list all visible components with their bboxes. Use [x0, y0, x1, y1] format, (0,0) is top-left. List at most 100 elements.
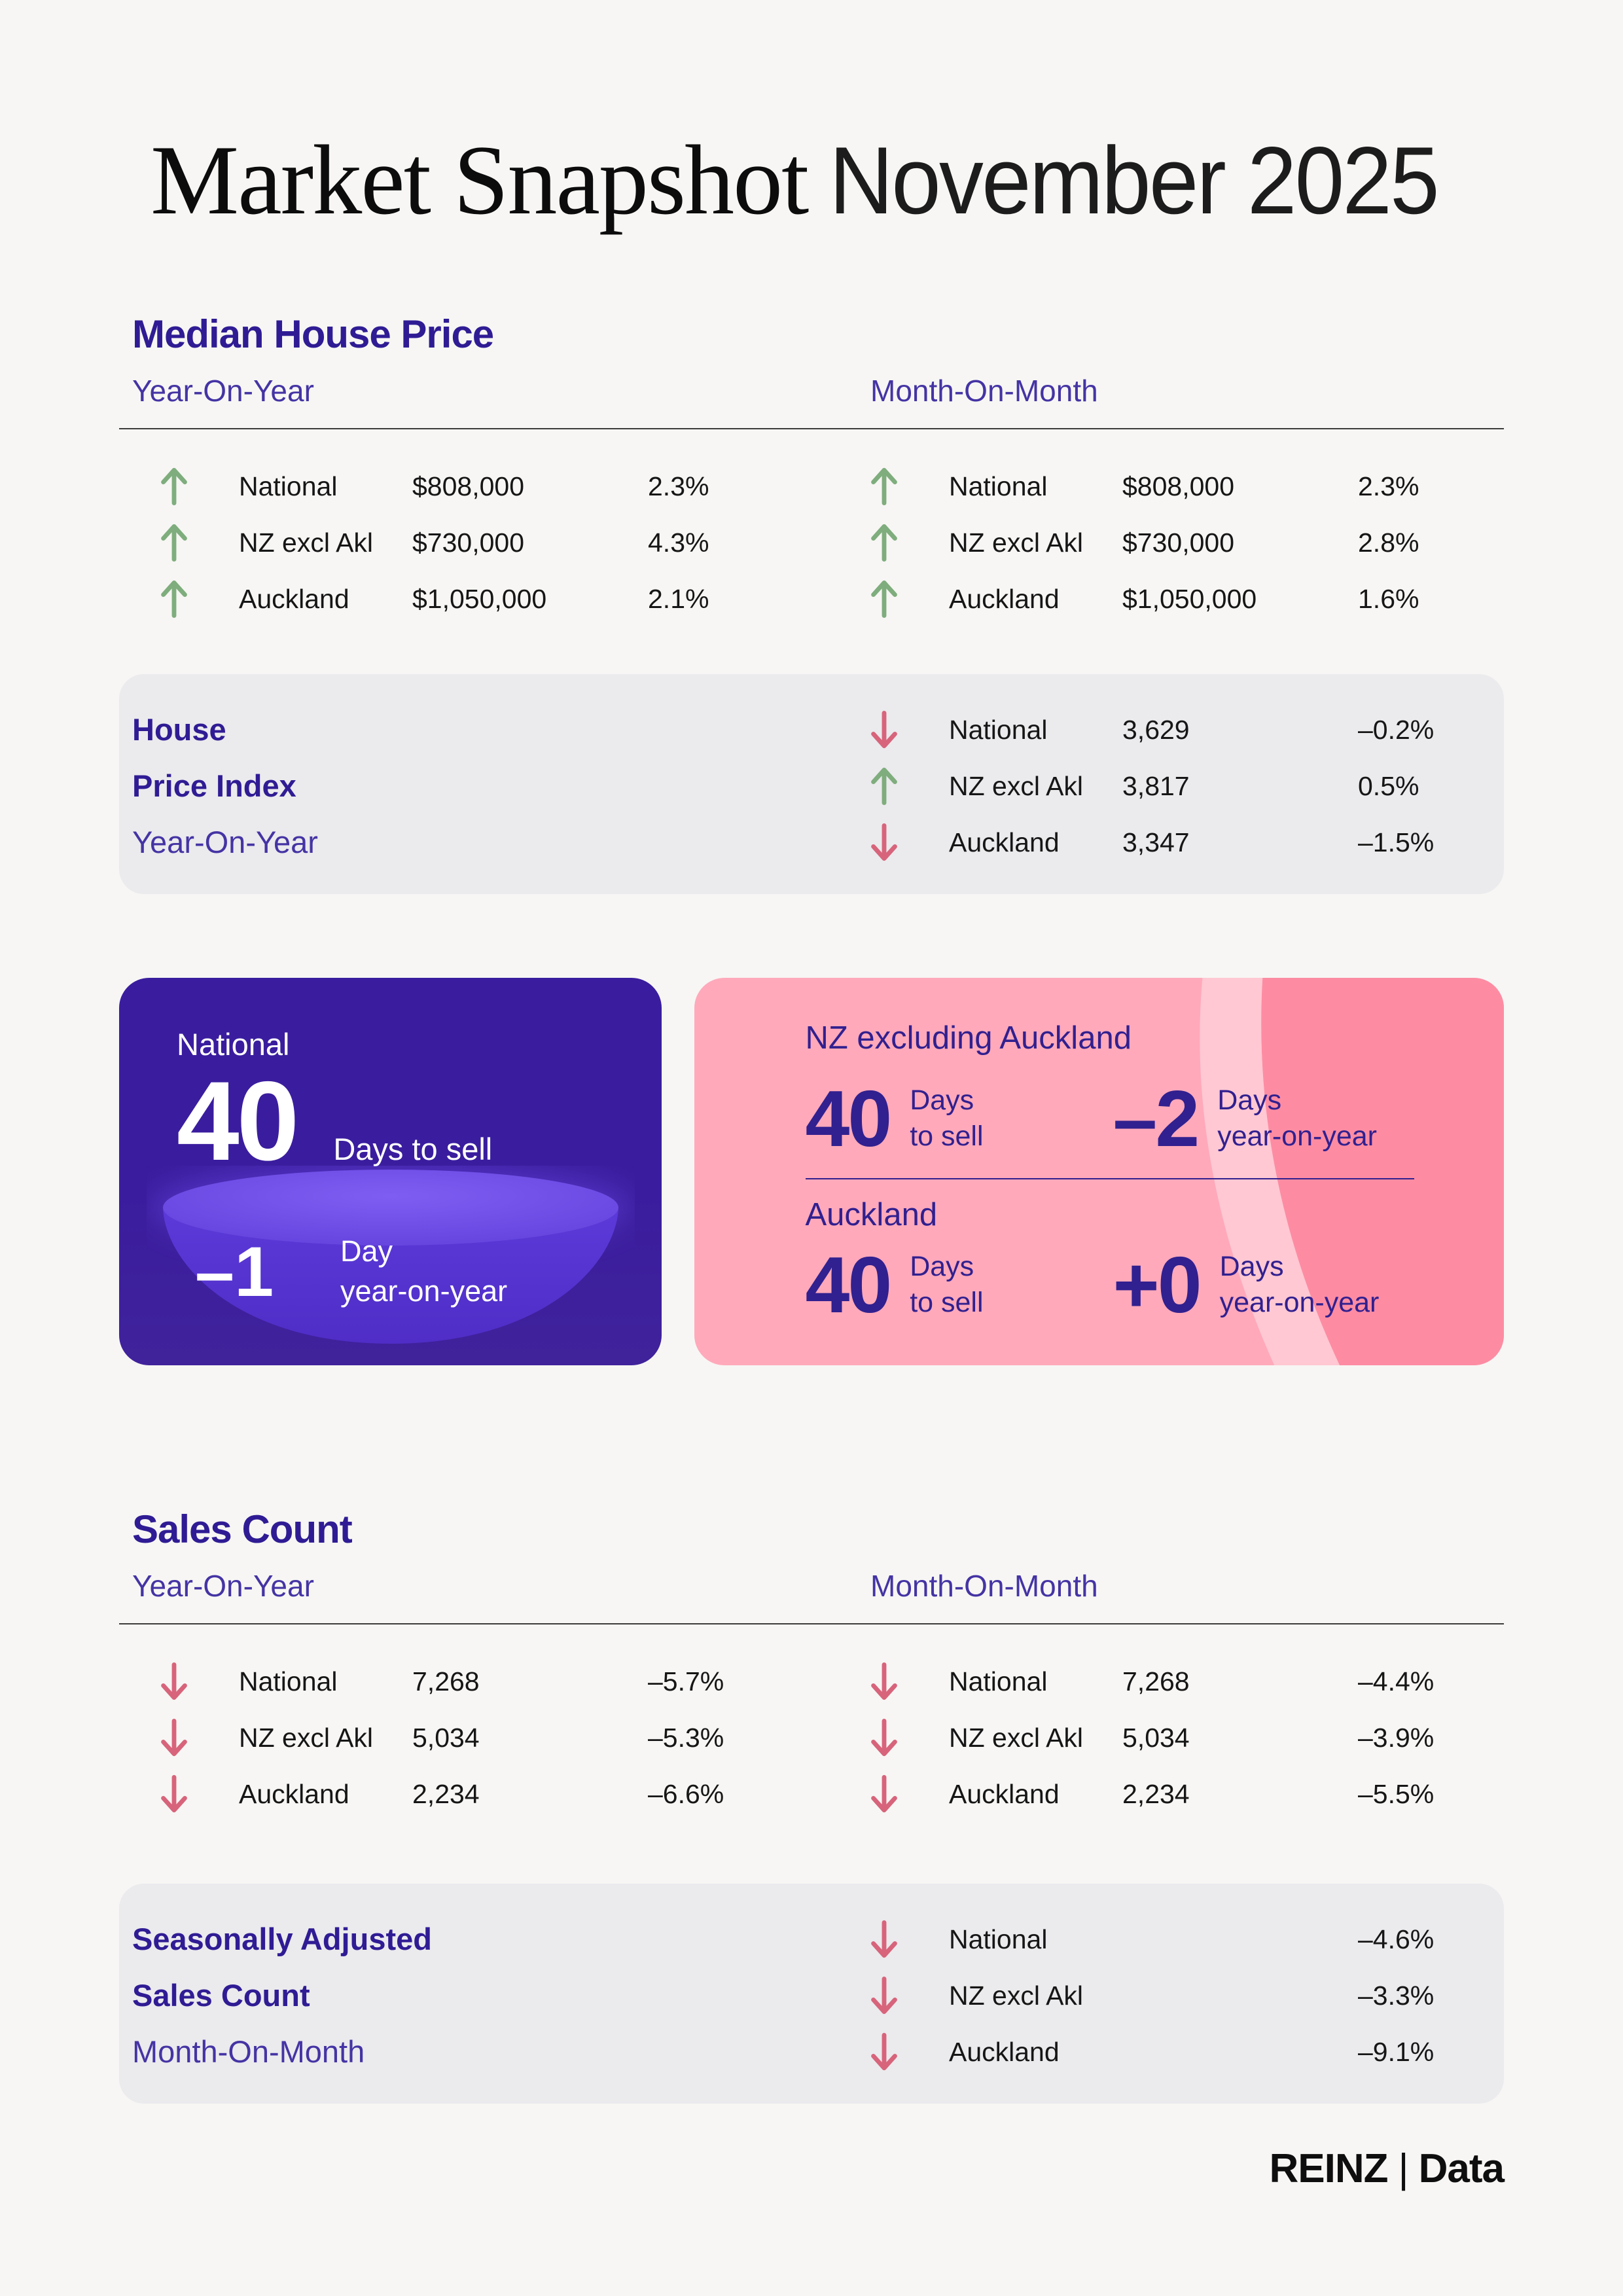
value-text: 3,629	[1122, 714, 1190, 745]
days-to-sell-caption: Days to sell	[910, 1249, 983, 1321]
region-label: Auckland	[949, 2036, 1060, 2067]
change-text: –5.3%	[648, 1722, 724, 1753]
days-change-caption: Days year-on-year	[1217, 1083, 1377, 1155]
value-text: $1,050,000	[412, 583, 547, 614]
auckland-stats: 40 Days to sell +0 Days year-on-year	[806, 1245, 1413, 1325]
up-arrow-icon	[870, 579, 949, 619]
up-arrow-icon	[160, 523, 239, 562]
down-arrow-icon	[160, 1662, 239, 1701]
value-text: $730,000	[412, 527, 525, 558]
days-to-sell-number: 40	[805, 1074, 893, 1163]
up-arrow-icon	[160, 579, 239, 619]
caption-line: to sell	[910, 1287, 984, 1318]
days-change-number: –1	[195, 1231, 274, 1311]
brand-data: Data	[1418, 2146, 1505, 2191]
col-label-month-on-month: Month-On-Month	[870, 374, 1098, 408]
down-arrow-icon	[870, 823, 949, 862]
col-label-year-on-year: Year-On-Year	[132, 374, 314, 408]
change-text: –5.5%	[1358, 1778, 1435, 1809]
region-label: National	[949, 1924, 1048, 1954]
value-text: $808,000	[412, 471, 525, 501]
change-text: 1.6%	[1358, 583, 1419, 614]
caption-line: Days	[910, 1250, 974, 1282]
days-change-stat: –1 Day year-on-year	[195, 1232, 507, 1312]
table-row: National $808,000 2.3%	[119, 458, 812, 514]
value-text: 5,034	[412, 1722, 480, 1753]
days-change-number: –2	[1113, 1074, 1200, 1163]
region-label: National	[239, 471, 338, 501]
region-label: National	[949, 714, 1048, 745]
table-row: NZ excl Akl $730,000 2.8%	[812, 514, 1504, 571]
caption-line: Days	[1219, 1250, 1284, 1282]
days-change-caption-line: Day	[340, 1234, 393, 1268]
up-arrow-icon	[160, 467, 239, 506]
pink-card-content: NZ excluding Auckland 40 Days to sell –2…	[694, 978, 1505, 1325]
col-label-year-on-year: Year-On-Year	[132, 1569, 314, 1603]
pink-curve-background	[694, 978, 1504, 1365]
pink-card-divider	[805, 1178, 1414, 1179]
table-row: Auckland 2,234 –6.6%	[119, 1766, 812, 1822]
panel-subheading: Month-On-Month	[132, 2034, 365, 2069]
median-house-price-heading: Median House Price	[132, 312, 494, 356]
region-label: NZ excl Akl	[239, 527, 374, 558]
table-row: NZ excl Akl 3,817 0.5%	[812, 758, 1504, 814]
region-label: National	[949, 471, 1048, 501]
change-text: –1.5%	[1358, 827, 1435, 857]
value-text: 7,268	[412, 1666, 480, 1696]
region-label: NZ excl Akl	[949, 770, 1084, 801]
table-row: NZ excl Akl $730,000 4.3%	[119, 514, 812, 571]
reinz-data-logo: REINZ | Data	[119, 2145, 1505, 2192]
days-to-sell-number: 40	[805, 1240, 893, 1329]
value-text: 5,034	[1122, 1722, 1190, 1753]
col-label-month-on-month: Month-On-Month	[870, 1569, 1098, 1603]
table-row: Auckland –9.1%	[812, 2024, 1504, 2080]
card-region-label: Auckland	[805, 1197, 938, 1232]
change-text: –5.7%	[648, 1666, 724, 1696]
table-row: Auckland 3,347 –1.5%	[812, 814, 1504, 870]
panel-heading-line: Seasonally Adjusted	[132, 1922, 432, 1956]
down-arrow-icon	[870, 1662, 949, 1701]
table-row: Auckland $1,050,000 1.6%	[812, 571, 1504, 627]
region-label: Auckland	[949, 1778, 1060, 1809]
region-label: NZ excl Akl	[949, 1722, 1084, 1753]
value-text: $808,000	[1122, 471, 1235, 501]
title-main: Market Snapshot	[151, 125, 809, 235]
change-text: 0.5%	[1358, 770, 1419, 801]
regional-days-to-sell-card: NZ excluding Auckland 40 Days to sell –2…	[694, 978, 1505, 1365]
card-region-label: National	[177, 1027, 290, 1062]
table-row: Auckland $1,050,000 2.1%	[119, 571, 812, 627]
down-arrow-icon	[870, 1920, 949, 1959]
days-to-sell-cards: National 40 Days to sell	[119, 978, 1504, 1365]
value-text: $730,000	[1122, 527, 1235, 558]
change-text: 2.3%	[1358, 471, 1419, 501]
median-mom-rows: National $808,000 2.3% NZ excl Akl $730,…	[812, 429, 1504, 627]
region-label: National	[949, 1666, 1048, 1696]
value-text: $1,050,000	[1122, 583, 1257, 614]
page-title: Market Snapshot November 2025	[151, 123, 1504, 237]
panel-heading-line: Sales Count	[132, 1978, 310, 2013]
days-to-sell-number: 40	[177, 1058, 299, 1184]
days-change-stat: –2 Days year-on-year	[1113, 1079, 1413, 1158]
down-arrow-icon	[870, 1774, 949, 1814]
nz-excl-akl-stats: 40 Days to sell –2 Days year-on-year	[806, 1079, 1413, 1158]
sales-count-heading: Sales Count	[132, 1507, 353, 1551]
value-text: 2,234	[412, 1778, 480, 1809]
median-column-labels: Year-On-Year Month-On-Month	[119, 373, 1504, 408]
region-label: Auckland	[239, 583, 349, 614]
house-price-index-rows: National 3,629 –0.2% NZ excl Akl 3,817 0…	[812, 702, 1504, 870]
down-arrow-icon	[870, 1976, 949, 2015]
table-row: NZ excl Akl 5,034 –5.3%	[119, 1710, 812, 1766]
change-text: –6.6%	[648, 1778, 724, 1809]
seasonally-adjusted-rows: National –4.6% NZ excl Akl –3.3% Aucklan…	[812, 1911, 1504, 2080]
sales-count-section: Sales Count Year-On-Year Month-On-Month …	[119, 1508, 1504, 1822]
brand-reinz: REINZ	[1269, 2146, 1389, 2191]
table-row: NZ excl Akl 5,034 –3.9%	[812, 1710, 1504, 1766]
section-divider	[119, 1623, 1504, 1624]
sales-data-columns: National 7,268 –5.7% NZ excl Akl 5,034 –…	[119, 1624, 1504, 1822]
days-to-sell-caption: Days to sell	[910, 1083, 983, 1155]
caption-line: Days	[910, 1084, 974, 1116]
down-arrow-icon	[160, 1718, 239, 1757]
panel-heading-line: Price Index	[132, 768, 296, 803]
change-text: 4.3%	[648, 527, 709, 558]
